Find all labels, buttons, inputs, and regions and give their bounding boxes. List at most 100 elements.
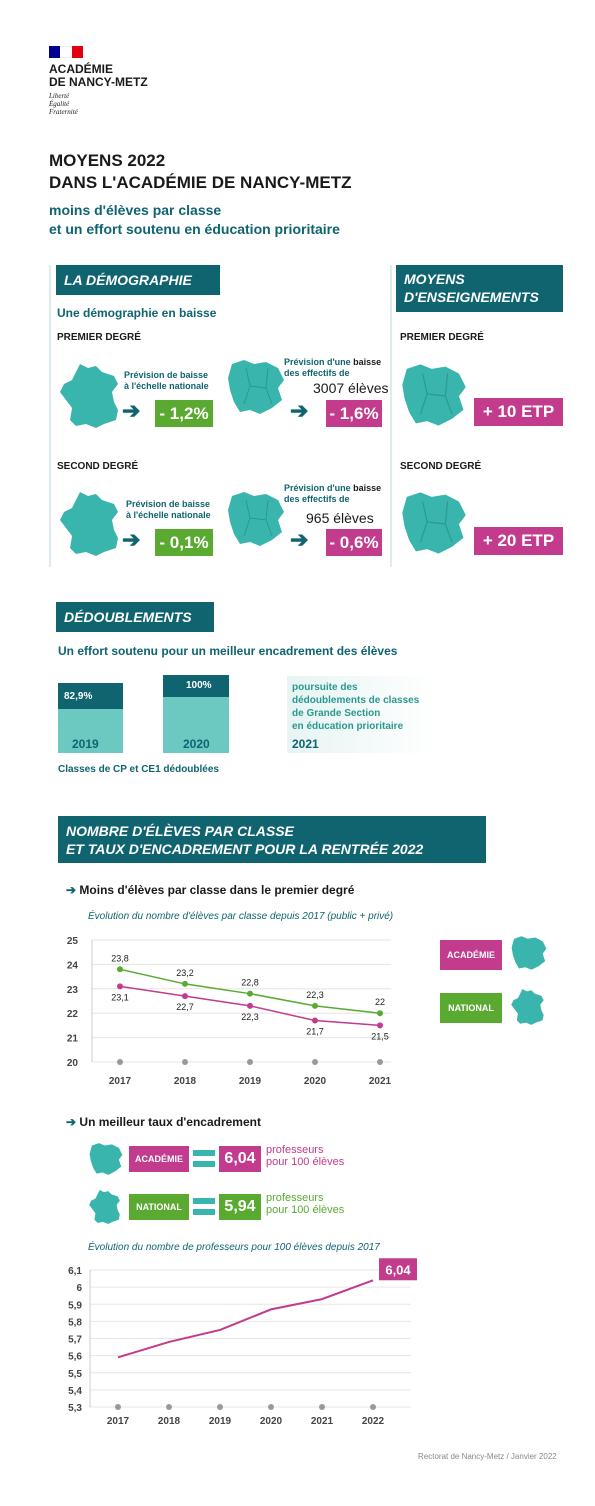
- academie-map-icon: [511, 936, 547, 970]
- bar-2020: 100% 2020: [163, 675, 229, 753]
- unit-line2: pour 100 élèves: [266, 1204, 345, 1216]
- data-label: 22: [375, 997, 385, 1007]
- demo-divider: [390, 265, 392, 567]
- text-2021-l2: dédoublements de classes: [292, 695, 420, 706]
- x-axis-dot: [377, 1059, 383, 1065]
- moyens-premier-label: PREMIER DEGRÉ: [400, 332, 484, 343]
- nombre-sub2-text: Un meilleur taux d'encadrement: [79, 1115, 261, 1129]
- x-axis-dot: [312, 1059, 318, 1065]
- legend-academie-badge: ACADÉMIE: [440, 940, 502, 970]
- x-tick-label: 2017: [107, 1416, 130, 1427]
- academie-map-icon: [228, 360, 284, 414]
- box-2021: poursuite des dédoublements de classes d…: [287, 676, 435, 753]
- arrow-right-icon: ➔: [66, 883, 77, 897]
- acad-forecast-label-2: Prévision d'une baisse des effectifs de: [284, 483, 381, 505]
- x-axis-dot: [217, 1404, 223, 1410]
- page-title: MOYENS 2022 DANS L'ACADÉMIE DE NANCY-MET…: [49, 150, 352, 194]
- arrow-right-icon: ➔: [290, 398, 309, 423]
- data-point: [377, 1010, 383, 1017]
- data-label: 22,3: [306, 990, 324, 1000]
- end-value-badge: [379, 1258, 417, 1281]
- data-point: [247, 990, 253, 997]
- org-line1: ACADÉMIE: [49, 62, 114, 76]
- x-tick-label: 2019: [239, 1076, 262, 1087]
- bar-2019-cap: 82,9%: [58, 683, 123, 709]
- y-tick-label: 22: [67, 1009, 79, 1020]
- nat-forecast-label-2: Prévision de baisse à l'échelle national…: [126, 499, 211, 521]
- nat-label-line1: Prévision de baisse: [126, 499, 211, 509]
- x-axis-dot: [166, 1404, 172, 1410]
- y-tick-label: 5,4: [68, 1386, 82, 1397]
- text-2021: poursuite des dédoublements de classes d…: [292, 681, 419, 733]
- unit-line2: pour 100 élèves: [266, 1156, 345, 1168]
- data-label: 23,1: [111, 992, 129, 1002]
- dedoub-heading: DÉDOUBLEMENTS: [56, 602, 214, 632]
- chart-professeurs: 5,3 5,4 5,5 5,6 5,7 5,8 5,9 6 6,1 2017 2018 2019 202…: [68, 1258, 417, 1427]
- data-label: 22,3: [241, 1012, 259, 1022]
- arrow-right-icon: ➔: [290, 527, 309, 552]
- data-label: 21,7: [306, 1027, 324, 1037]
- moyens-heading: MOYENS D'ENSEIGNEMENTS: [396, 265, 563, 312]
- x-tick-label: 2021: [311, 1416, 334, 1427]
- x-tick-label: 2017: [109, 1076, 132, 1087]
- taux-national-unit: professeurs pour 100 élèves: [266, 1192, 344, 1216]
- motto-2: Égalité: [49, 100, 70, 108]
- bar-2020-year: 2020: [183, 737, 210, 751]
- nombre-heading-line2: ET TAUX D'ENCADREMENT POUR LA RENTRÉE 20…: [66, 841, 424, 857]
- data-label: 21,5: [371, 1031, 389, 1041]
- title-line1: MOYENS 2022: [49, 151, 166, 170]
- x-axis-dot: [115, 1404, 121, 1410]
- acad-label-prefix: Prévision d'une: [284, 483, 354, 493]
- y-tick-label: 5,3: [68, 1403, 82, 1414]
- x-axis-dot: [319, 1404, 325, 1410]
- france-map-icon: [89, 1190, 120, 1224]
- motto-1: Liberté: [49, 92, 70, 100]
- nombre-heading-line1: NOMBRE D'ÉLÈVES PAR CLASSE: [66, 823, 294, 839]
- arrow-right-icon: ➔: [122, 398, 141, 423]
- data-label: 22,7: [176, 1002, 194, 1012]
- moyens-s-value: + 20 ETP: [474, 527, 563, 555]
- nat-forecast-label: Prévision de baisse à l'échelle national…: [124, 370, 209, 392]
- logo-flag: [49, 46, 83, 58]
- academie-map-icon: [402, 364, 466, 426]
- taux-national-value: 5,94: [219, 1194, 261, 1220]
- y-tick-label: 25: [67, 936, 79, 947]
- france-map-icon: [511, 989, 544, 1025]
- nat-label-line2: à l'échelle nationale: [124, 381, 209, 391]
- bar-2020-cap: 100%: [163, 675, 229, 697]
- y-tick-label: 5,8: [68, 1317, 82, 1328]
- org-line2: DE NANCY-METZ: [49, 75, 148, 89]
- s-acad-value: - 0,6%: [326, 529, 382, 556]
- moyens-heading-line2: D'ENSEIGNEMENTS: [404, 289, 539, 305]
- nat-label-line2: à l'échelle nationale: [126, 510, 211, 520]
- y-tick-label: 5,5: [68, 1369, 82, 1380]
- acad-label-line2: des effectifs de: [284, 368, 350, 378]
- demo-second-label: SECOND DEGRÉ: [57, 461, 139, 472]
- data-point: [312, 1017, 318, 1024]
- demo-subheading: Une démographie en baisse: [57, 306, 217, 320]
- arrow-right-icon: ➔: [66, 1115, 77, 1129]
- france-map-icon: [60, 492, 118, 556]
- data-point: [182, 993, 188, 1000]
- chart2-title: Évolution du nombre de professeurs pour …: [88, 1242, 380, 1253]
- bar-2019-year: 2019: [72, 737, 99, 751]
- legend-national-badge: NATIONAL: [440, 993, 502, 1023]
- equals-icon: [193, 1196, 215, 1218]
- data-point: [377, 1022, 383, 1029]
- demo-heading: LA DÉMOGRAPHIE: [56, 265, 220, 295]
- taux-academie-badge: ACADÉMIE: [129, 1146, 189, 1172]
- arrow-right-icon: ➔: [122, 527, 141, 552]
- nat-label-line1: Prévision de baisse: [124, 370, 209, 380]
- acad-label-prefix: Prévision d'une: [284, 357, 354, 367]
- y-tick-label: 21: [67, 1034, 79, 1045]
- demo-border: [49, 265, 51, 567]
- data-label: 23,2: [176, 968, 194, 978]
- academie-map-icon: [228, 492, 284, 546]
- unit-line1: professeurs: [266, 1144, 324, 1156]
- x-tick-label: 2019: [209, 1416, 232, 1427]
- motto: Liberté Égalité Fraternité: [49, 92, 78, 116]
- moyens-second-label: SECOND DEGRÉ: [400, 461, 482, 472]
- acad-label-line2: des effectifs de: [284, 494, 350, 504]
- france-map-icon: [60, 364, 118, 428]
- y-tick-label: 5,9: [68, 1300, 82, 1311]
